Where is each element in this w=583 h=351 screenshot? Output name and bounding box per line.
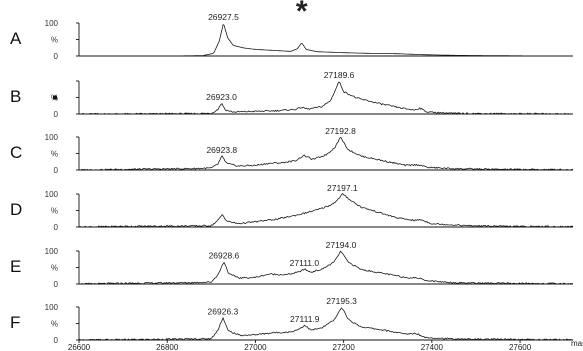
x-tick-label: 26800 [156,343,179,351]
peak-label: 27189.6 [324,70,355,80]
y-tick-label: 0 [54,110,59,119]
peak-label: 26927.5 [208,12,239,22]
peak-label: 27111.9 [290,314,320,324]
peak-label: 26928.6 [209,251,240,261]
y-tick-label: % [51,320,58,329]
spectrum-line-a [79,24,573,57]
peak-label: 27192.8 [325,126,356,136]
y-tick-label: 0 [54,280,59,289]
y-tick-label: 0 [54,223,59,232]
x-tick-label: 27600 [509,343,532,351]
panel-letter-b: B [10,87,21,106]
y-tick-label: % [51,150,58,159]
peak-label: 26923.0 [206,92,237,102]
peak-label: 27194.0 [326,240,357,250]
panel-letter-a: A [10,29,22,48]
y-tick-label: 100 [45,190,59,199]
spectra-panels: A 100% 0 26927.5 * B% 0 26923.0 27189.6 C 100% 0 269… [10,0,574,345]
panel-letter-d: D [10,200,22,219]
x-tick-label: 27000 [244,343,267,351]
panel-letter-e: E [10,257,21,276]
x-tick-label: 27400 [421,343,444,351]
peak-label: 26926.3 [208,307,239,317]
y-tick-label: % [51,264,58,273]
y-tick-label: 0 [54,336,59,345]
panel-c: C 100% 0 26923.8 27192.8 [10,126,574,175]
y-tick-label: 100 [45,133,59,142]
peak-label: 27197.1 [327,183,358,193]
peak-label: 27195.3 [326,296,357,306]
x-axis-ticks: 26600 26800 27000 27200 27400 27600 [68,340,532,351]
spectrum-line-e [79,250,574,285]
y-tick-label: 100 [45,303,59,312]
peak-label: 27111.0 [290,258,320,268]
y-tick-label: 0 [54,166,59,175]
y-tick-label: % [51,207,58,216]
panel-letter-f: F [10,313,20,332]
peak-label: 26923.8 [206,145,237,155]
panel-e: E 100% 0 26928.6 27111.0 27194.0 [10,240,574,289]
y-tick-label: % [51,36,58,45]
panel-letter-c: C [10,143,22,162]
spectrum-line-f [78,307,574,341]
y-tick-label: 0 [54,52,59,61]
asterisk-annotation: * [296,0,308,28]
x-tick-label: 27200 [333,343,356,351]
panel-a: A 100% 0 26927.5 * [10,0,573,61]
x-axis-label: mass [571,339,583,348]
panel-marker [53,95,57,100]
y-tick-label: 100 [45,247,59,256]
spectrum-line-d [78,193,574,228]
spectrum-line-b [79,81,574,115]
spectrum-line-c [79,137,574,171]
panel-f: F 100% 0 26926.3 27111.9 27195.3 [10,296,574,345]
y-tick-label: 100 [45,19,59,28]
panel-d: D 100% 0 27197.1 [10,183,574,232]
x-tick-label: 26600 [68,343,91,351]
